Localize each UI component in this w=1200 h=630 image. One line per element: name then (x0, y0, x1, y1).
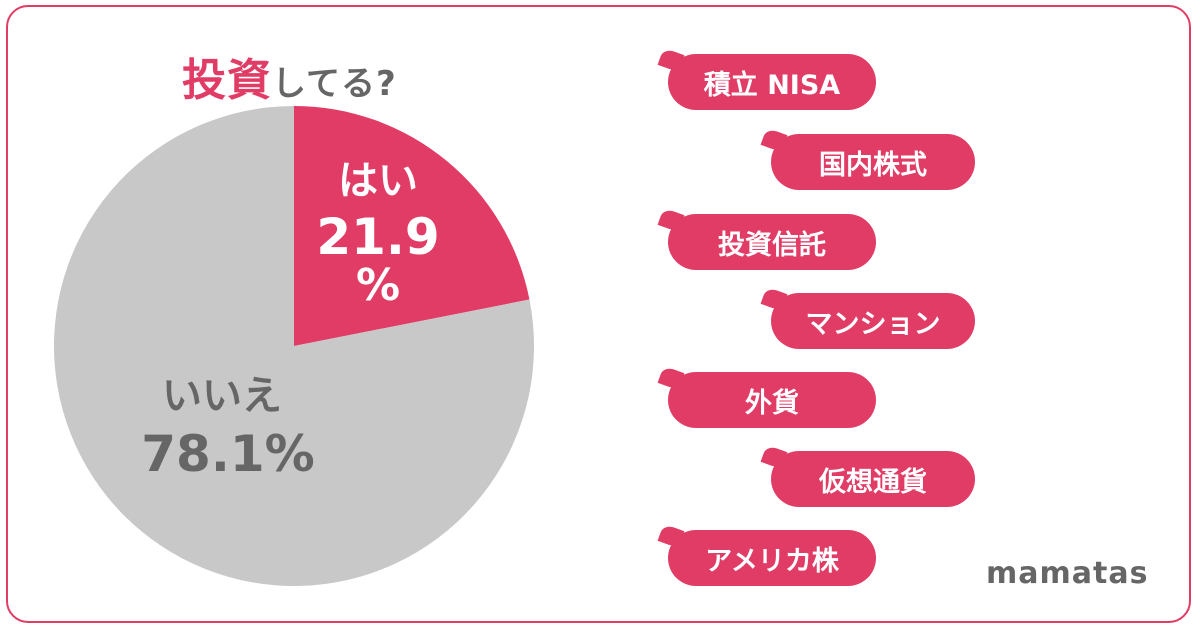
title-accent: 投資 (182, 55, 272, 106)
pie-unit-yes: % (356, 260, 400, 311)
pie-value-yes: 21.9 (316, 208, 439, 266)
tag-foreign-currency: 外貨 (668, 372, 876, 428)
tag-tsumitate-nisa: 積立 NISA (668, 54, 876, 110)
pie-slice-no (54, 106, 534, 587)
tag-domestic-stocks: 国内株式 (771, 134, 975, 190)
pie-slice-yes (294, 106, 530, 346)
pie-label-no: いいえ (162, 373, 282, 419)
pie-label-yes: はい (338, 158, 418, 204)
brand-logo: mamatas (986, 556, 1149, 591)
tag-crypto: 仮想通貨 (771, 451, 975, 507)
pie-value-no: 78.1% (141, 425, 314, 483)
tag-investment-trust: 投資信託 (668, 214, 876, 270)
tag-us-stocks: アメリカ株 (668, 530, 876, 586)
tag-condominium: マンション (771, 293, 975, 349)
chart-title: 投資してる? (182, 44, 397, 108)
title-rest: してる? (272, 64, 397, 104)
